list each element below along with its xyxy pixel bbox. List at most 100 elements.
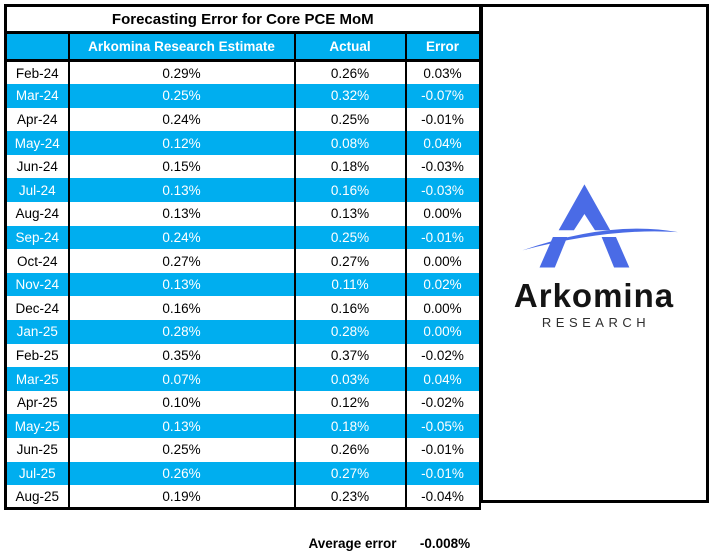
cell-actual: 0.03% — [293, 367, 407, 391]
cell-month: Jul-24 — [4, 178, 70, 203]
cell-error: 0.00% — [404, 249, 481, 273]
table-row: Mar-24 0.25% 0.32% -0.07% — [4, 84, 481, 108]
cell-estimate: 0.13% — [67, 178, 296, 203]
table-row: Jul-25 0.26% 0.27% -0.01% — [4, 461, 481, 486]
forecast-error-table: Forecasting Error for Core PCE MoM Arkom… — [4, 4, 481, 511]
table-row: Apr-25 0.10% 0.12% -0.02% — [4, 390, 481, 415]
cell-error: 0.00% — [404, 202, 481, 226]
cell-actual: 0.37% — [293, 343, 407, 368]
cell-error: 0.04% — [404, 131, 481, 155]
cell-actual: 0.27% — [293, 461, 407, 486]
cell-month: Mar-25 — [4, 367, 70, 391]
table-row: Dec-24 0.16% 0.16% 0.00% — [4, 296, 481, 321]
cell-estimate: 0.26% — [67, 461, 296, 486]
cell-month: Apr-25 — [4, 390, 70, 415]
table-row: Mar-25 0.07% 0.03% 0.04% — [4, 367, 481, 391]
table-row: May-25 0.13% 0.18% -0.05% — [4, 414, 481, 438]
cell-error: -0.07% — [404, 84, 481, 108]
cell-month: Apr-24 — [4, 107, 70, 132]
column-header-estimate: Arkomina Research Estimate — [67, 32, 296, 62]
cell-month: Sep-24 — [4, 225, 70, 250]
table-row: Apr-24 0.24% 0.25% -0.01% — [4, 107, 481, 132]
cell-estimate: 0.13% — [67, 414, 296, 438]
cell-error: -0.04% — [404, 485, 481, 509]
cell-actual: 0.16% — [293, 296, 407, 321]
cell-error: 0.00% — [404, 296, 481, 321]
cell-month: May-24 — [4, 131, 70, 155]
cell-month: May-25 — [4, 414, 70, 438]
cell-error: -0.05% — [404, 414, 481, 438]
table-row: Feb-24 0.29% 0.26% 0.03% — [4, 60, 481, 85]
cell-error: -0.02% — [404, 343, 481, 368]
cell-error: 0.03% — [404, 60, 481, 85]
cell-estimate: 0.07% — [67, 367, 296, 391]
table-row: Jun-24 0.15% 0.18% -0.03% — [4, 154, 481, 179]
logo-panel: Arkomina RESEARCH — [480, 4, 709, 503]
cell-actual: 0.26% — [293, 60, 407, 85]
cell-estimate: 0.28% — [67, 320, 296, 344]
cell-month: Nov-24 — [4, 272, 70, 297]
cell-estimate: 0.25% — [67, 84, 296, 108]
table-row: Aug-25 0.19% 0.23% -0.04% — [4, 485, 481, 509]
table-row: Jun-25 0.25% 0.26% -0.01% — [4, 438, 481, 462]
table-title-row: Forecasting Error for Core PCE MoM — [4, 5, 481, 34]
average-error-label: Average error — [308, 536, 397, 551]
column-header-month — [4, 32, 70, 62]
cell-estimate: 0.12% — [67, 131, 296, 155]
logo-wordmark: Arkomina — [513, 276, 675, 314]
cell-estimate: 0.29% — [67, 60, 296, 85]
cell-estimate: 0.19% — [67, 485, 296, 509]
cell-error: 0.00% — [404, 320, 481, 344]
cell-estimate: 0.15% — [67, 154, 296, 179]
table-row: Sep-24 0.24% 0.25% -0.01% — [4, 225, 481, 250]
cell-month: Dec-24 — [4, 296, 70, 321]
cell-estimate: 0.24% — [67, 107, 296, 132]
cell-month: Aug-25 — [4, 485, 70, 509]
cell-actual: 0.25% — [293, 107, 407, 132]
cell-actual: 0.27% — [293, 249, 407, 273]
arkomina-logo-icon — [522, 183, 679, 268]
cell-actual: 0.13% — [293, 202, 407, 226]
cell-error: -0.01% — [404, 225, 481, 250]
cell-month: Jan-25 — [4, 320, 70, 344]
cell-month: Jun-24 — [4, 154, 70, 179]
cell-month: Jul-25 — [4, 461, 70, 486]
table-body: Feb-24 0.29% 0.26% 0.03% Mar-24 0.25% 0.32% -0.… — [4, 60, 481, 509]
cell-estimate: 0.10% — [67, 390, 296, 415]
cell-actual: 0.28% — [293, 320, 407, 344]
table-row: Nov-24 0.13% 0.11% 0.02% — [4, 272, 481, 297]
table-row: Jul-24 0.13% 0.16% -0.03% — [4, 178, 481, 203]
logo-subtitle: RESEARCH — [541, 314, 651, 330]
cell-actual: 0.12% — [293, 390, 407, 415]
cell-actual: 0.16% — [293, 178, 407, 203]
cell-estimate: 0.24% — [67, 225, 296, 250]
column-header-actual: Actual — [293, 32, 407, 62]
table-title: Forecasting Error for Core PCE MoM — [4, 5, 481, 34]
cell-error: -0.01% — [404, 461, 481, 486]
cell-actual: 0.32% — [293, 84, 407, 108]
table-row: Feb-25 0.35% 0.37% -0.02% — [4, 343, 481, 368]
table-row: May-24 0.12% 0.08% 0.04% — [4, 131, 481, 155]
cell-error: -0.03% — [404, 178, 481, 203]
cell-error: 0.02% — [404, 272, 481, 297]
cell-actual: 0.18% — [293, 414, 407, 438]
cell-estimate: 0.16% — [67, 296, 296, 321]
cell-estimate: 0.35% — [67, 343, 296, 368]
cell-actual: 0.08% — [293, 131, 407, 155]
cell-estimate: 0.25% — [67, 438, 296, 462]
cell-actual: 0.26% — [293, 438, 407, 462]
cell-actual: 0.23% — [293, 485, 407, 509]
average-error-value: -0.008% — [419, 536, 471, 551]
cell-error: -0.01% — [404, 438, 481, 462]
table-row: Jan-25 0.28% 0.28% 0.00% — [4, 320, 481, 344]
cell-month: Feb-25 — [4, 343, 70, 368]
table-row: Aug-24 0.13% 0.13% 0.00% — [4, 202, 481, 226]
cell-actual: 0.25% — [293, 225, 407, 250]
column-header-error: Error — [404, 32, 481, 62]
cell-actual: 0.11% — [293, 272, 407, 297]
cell-estimate: 0.27% — [67, 249, 296, 273]
cell-error: 0.04% — [404, 367, 481, 391]
table-row: Oct-24 0.27% 0.27% 0.00% — [4, 249, 481, 273]
cell-estimate: 0.13% — [67, 202, 296, 226]
table-header-row: Arkomina Research Estimate Actual Error — [4, 32, 481, 62]
